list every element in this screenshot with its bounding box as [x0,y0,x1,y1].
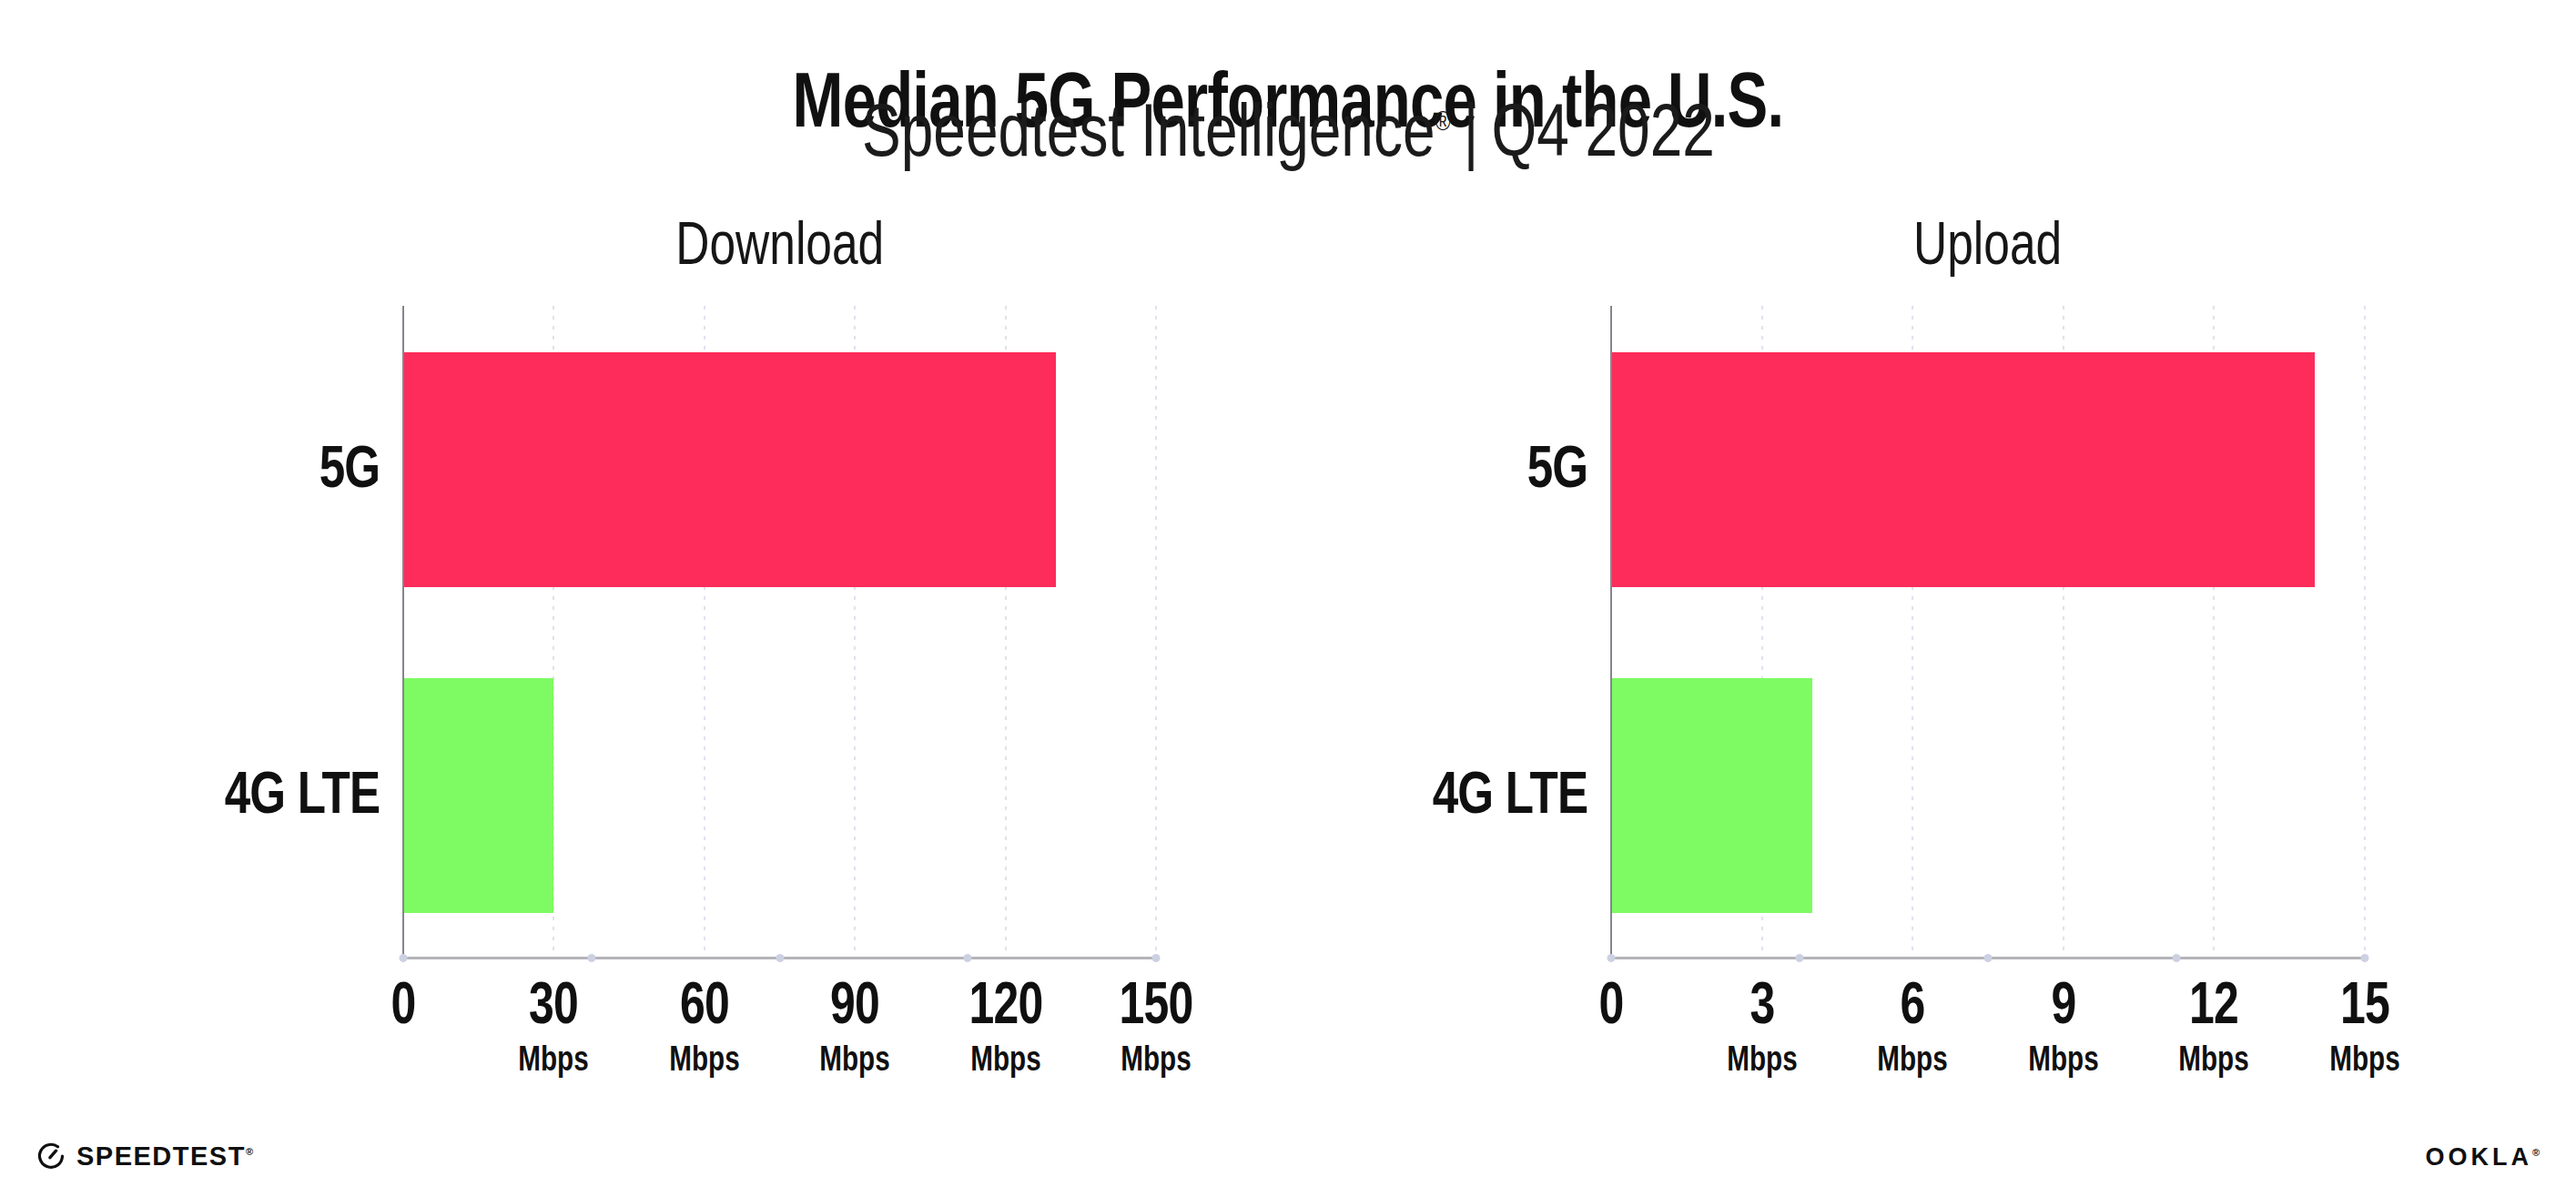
axis-tick-dot [1984,954,1993,962]
x-tick-label: 6 Mbps [1868,974,1958,1076]
tick-unit: Mbps [2028,1041,2098,1076]
subtitle-period: Q4 2022 [1491,88,1714,171]
category-label-4g-lte: 4G LTE [1260,764,1587,822]
axis-tick-dot [587,954,595,962]
speedtest-wordmark: SPEEDTEST® [76,1143,255,1170]
tick-unit: Mbps [1727,1041,1797,1076]
gridline [2364,306,2366,958]
download-chart: Download030Mbps60Mbps90Mbps120Mbps150Mbp… [403,306,1156,958]
plot-area [403,306,1156,958]
tick-unit: Mbps [1877,1041,1947,1076]
tick-value: 12 [2179,974,2249,1032]
ookla-registered-mark: ® [2532,1147,2543,1158]
x-tick-label: 3 Mbps [1717,974,1807,1076]
tick-unit: Mbps [2329,1041,2399,1076]
upload-chart: Upload03Mbps6Mbps9Mbps12Mbps15Mbps5G4G L… [1611,306,2365,958]
tick-unit: Mbps [1120,1041,1193,1076]
chart-title-upload: Upload [1611,213,2365,273]
tick-value: 0 [391,974,416,1032]
tick-unit: Mbps [969,1041,1042,1076]
tick-unit: Mbps [2179,1041,2249,1076]
tick-value: 9 [2028,974,2098,1032]
bar-4g-lte [1611,678,1812,913]
x-tick-label: 0 [1596,974,1628,1032]
x-tick-label: 90 Mbps [810,974,900,1076]
chart-title-download: Download [403,213,1156,273]
ookla-logo: OOKLA® [2425,1145,2543,1170]
plot-area [1611,306,2365,958]
ookla-wordmark: OOKLA® [2425,1143,2543,1171]
x-tick-label: 60 Mbps [659,974,749,1076]
x-tick-label: 150 Mbps [1109,974,1203,1076]
tick-value: 60 [669,974,739,1032]
tick-value: 6 [1877,974,1947,1032]
y-axis-line [1610,306,1612,958]
axis-tick-dot [776,954,784,962]
x-tick-label: 30 Mbps [509,974,599,1076]
axis-tick-dot [1152,954,1161,962]
category-label-5g: 5G [1260,438,1587,496]
tick-value: 30 [519,974,589,1032]
x-tick-label: 15 Mbps [2319,974,2409,1076]
speedtest-logo: SPEEDTEST® [36,1141,255,1171]
axis-tick-dot [964,954,972,962]
tick-unit: Mbps [519,1041,589,1076]
tick-value: 120 [969,974,1042,1032]
infographic-canvas: Median 5G Performance in the U.S. Speedt… [0,0,2576,1197]
x-tick-label: 12 Mbps [2169,974,2259,1076]
speedtest-gauge-icon [36,1141,66,1171]
category-label-4g-lte: 4G LTE [52,764,380,822]
x-tick-label: 120 Mbps [958,974,1053,1076]
speedtest-registered-mark: ® [246,1146,255,1157]
tick-value: 0 [1599,974,1624,1032]
axis-tick-dot [2173,954,2181,962]
tick-value: 3 [1727,974,1797,1032]
x-tick-label: 0 [388,974,420,1032]
tick-value: 90 [819,974,889,1032]
tick-value: 15 [2329,974,2399,1032]
axis-tick-dot [400,954,408,962]
page-subtitle: Speedtest Intelligence®|Q4 2022 [0,93,2576,167]
axis-tick-dot [1796,954,1804,962]
tick-value: 150 [1120,974,1193,1032]
bar-4g-lte [403,678,553,913]
category-label-5g: 5G [52,438,380,496]
x-tick-label: 9 Mbps [2018,974,2108,1076]
tick-unit: Mbps [819,1041,889,1076]
tick-unit: Mbps [669,1041,739,1076]
axis-tick-dot [1607,954,1616,962]
gridline [1155,306,1157,958]
registered-mark: ® [1435,106,1450,136]
axis-tick-dot [2361,954,2369,962]
y-axis-line [402,306,404,958]
subtitle-product: Speedtest Intelligence [862,88,1435,171]
bar-5g [403,352,1056,587]
subtitle-separator: | [1450,88,1491,171]
bar-5g [1611,352,2315,587]
